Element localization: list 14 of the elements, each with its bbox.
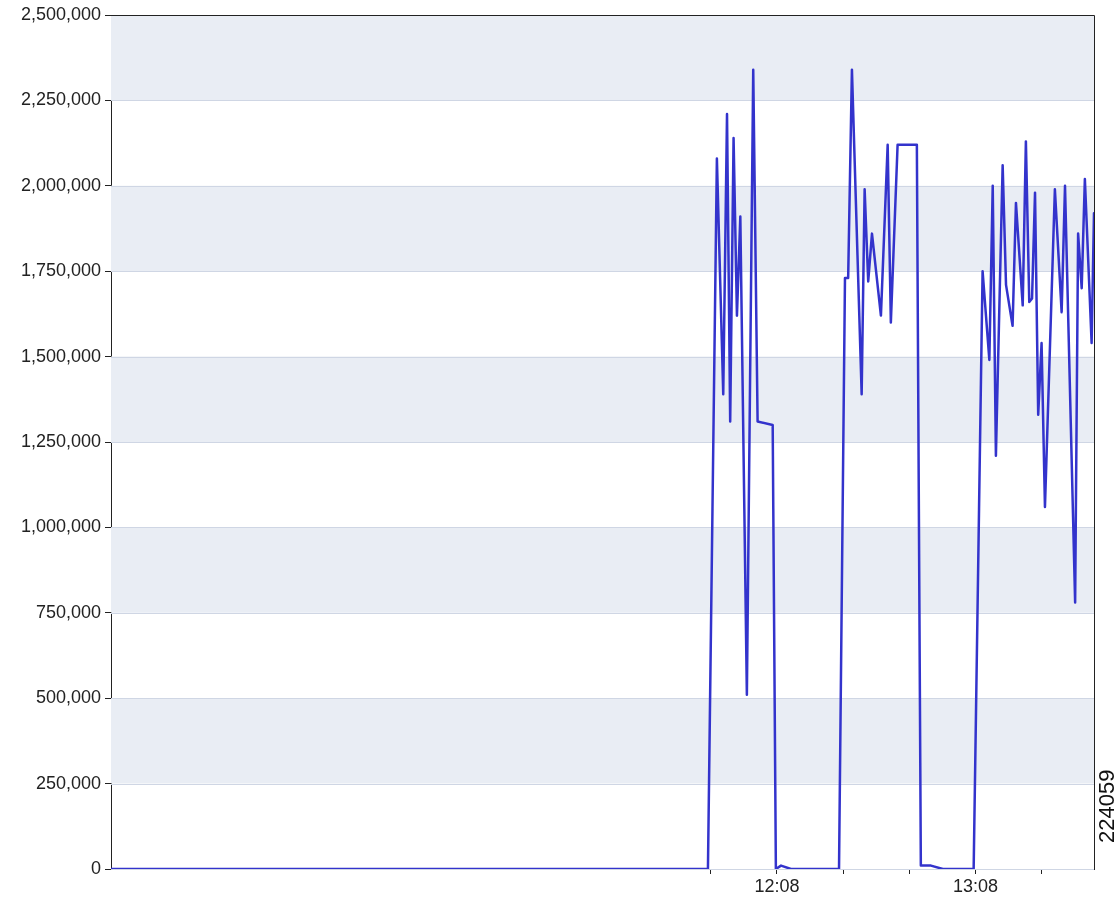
y-tick-label: 2,500,000 bbox=[20, 3, 101, 24]
y-tick-label: 0 bbox=[90, 857, 101, 878]
y-tick-label: 1,000,000 bbox=[20, 516, 101, 537]
y-tick-label: 750,000 bbox=[35, 601, 101, 622]
x-tick-label: 13:08 bbox=[952, 875, 999, 896]
y-tick-label: 2,250,000 bbox=[20, 89, 101, 110]
y-tick-label: 500,000 bbox=[35, 687, 101, 708]
y-tick-label: 1,250,000 bbox=[20, 430, 101, 451]
y-tick-label: 250,000 bbox=[35, 772, 101, 793]
x-tick-label: 12:08 bbox=[754, 875, 800, 896]
y-tick-label: 1,750,000 bbox=[20, 260, 101, 281]
annotation: 224059 bbox=[1094, 769, 1119, 843]
y-tick-label: 2,000,000 bbox=[20, 174, 101, 195]
y-tick-label: 1,500,000 bbox=[20, 345, 101, 366]
